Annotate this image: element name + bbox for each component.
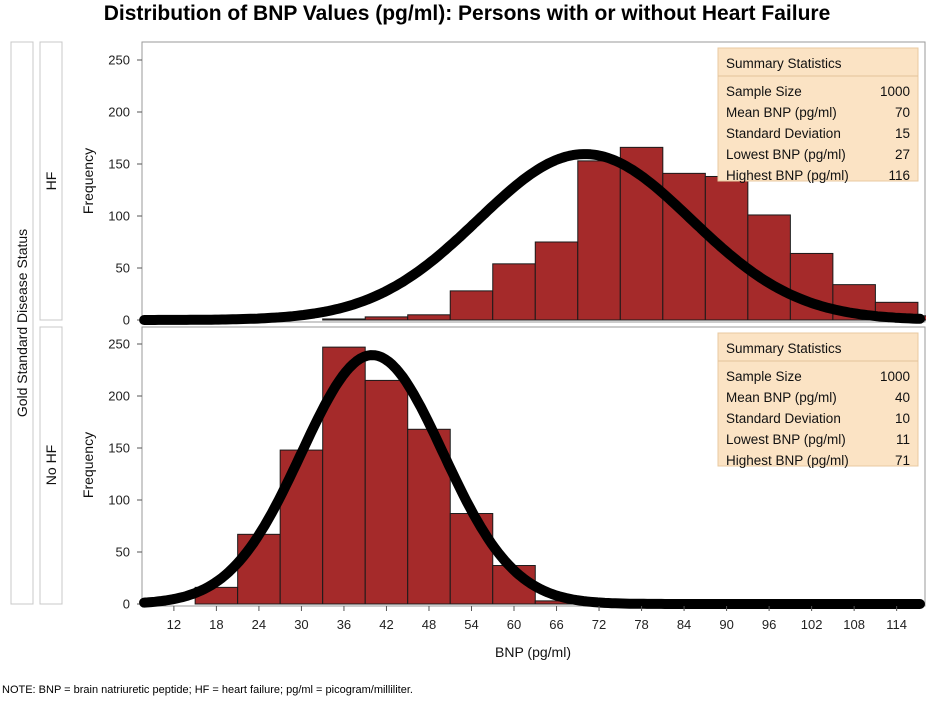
x-tick-label: 102: [801, 617, 823, 632]
histogram-bar: [322, 346, 366, 605]
x-tick-label: 24: [252, 617, 266, 632]
summary-stat-label: Lowest BNP (pg/ml): [726, 147, 846, 162]
summary-stat-value: 1000: [880, 369, 910, 384]
row-header-hf-box: [39, 41, 63, 321]
x-tick-label: 36: [337, 617, 351, 632]
x-tick-label: 90: [719, 617, 733, 632]
histogram-bar: [747, 214, 791, 321]
x-tick-label: 48: [422, 617, 436, 632]
normal-density-curve: [139, 149, 925, 325]
summary-stat-label: Mean BNP (pg/ml): [726, 390, 837, 405]
histogram-bar: [449, 290, 494, 321]
summary-stat-value: 71: [895, 453, 910, 468]
row-header-nohf-box: [39, 326, 63, 605]
x-axis-label: BNP (pg/ml): [495, 644, 571, 660]
row-header-nohf-label: No HF: [43, 445, 59, 485]
summary-stat-label: Highest BNP (pg/ml): [726, 453, 849, 468]
summary-stat-label: Mean BNP (pg/ml): [726, 105, 837, 120]
y-axis-label-nohf: Frequency: [80, 432, 96, 498]
summary-stat-label: Standard Deviation: [726, 411, 841, 426]
summary-stat-label: Standard Deviation: [726, 126, 841, 141]
x-tick-label: 30: [294, 617, 308, 632]
y-tick-label: 0: [123, 597, 130, 612]
summary-stat-label: Sample Size: [726, 369, 802, 384]
x-tick-label: 78: [634, 617, 648, 632]
summary-stats-box: [717, 332, 919, 467]
summary-stat-label: Sample Size: [726, 84, 802, 99]
summary-stat-value: 10: [895, 411, 910, 426]
y-tick-label: 0: [123, 313, 130, 328]
y-tick-label: 100: [108, 209, 130, 224]
summary-stat-label: Lowest BNP (pg/ml): [726, 432, 846, 447]
x-tick-label: 114: [886, 617, 907, 632]
x-tick-label: 72: [592, 617, 606, 632]
x-tick-label: 84: [677, 617, 691, 632]
y-tick-label: 50: [116, 545, 130, 560]
panel-hf: 0 50 100 150 200 250 Summary Statistics Sample …: [108, 41, 926, 328]
normal-density-curve: [139, 350, 925, 609]
histogram-bar: [237, 533, 281, 605]
bnp-histogram-chart: Distribution of BNP Values (pg/ml): Pers…: [10, 2, 926, 660]
row-group-label: Gold Standard Disease Status: [14, 229, 30, 417]
chart-title: Distribution of BNP Values (pg/ml): Pers…: [104, 2, 831, 25]
summary-stat-label: Highest BNP (pg/ml): [726, 168, 849, 183]
summary-stat-value: 11: [896, 432, 910, 447]
y-tick-label: 250: [108, 337, 130, 352]
y-tick-label: 200: [108, 389, 130, 404]
y-axis-label-hf: Frequency: [80, 148, 96, 214]
histogram-bar: [577, 160, 621, 321]
x-tick-label: 96: [762, 617, 776, 632]
y-tick-label: 150: [108, 157, 130, 172]
summary-stats-title: Summary Statistics: [726, 341, 842, 356]
row-group-header-box: [10, 41, 34, 605]
histogram-bar: [492, 263, 536, 321]
x-tick-label: 66: [549, 617, 563, 632]
x-tick-label: 42: [379, 617, 393, 632]
y-tick-label: 100: [108, 493, 130, 508]
y-tick-label: 150: [108, 441, 130, 456]
histogram-bar: [364, 316, 409, 321]
summary-stat-value: 1000: [880, 84, 910, 99]
y-tick-label: 200: [108, 105, 130, 120]
footnote: NOTE: BNP = brain natriuretic peptide; H…: [2, 684, 413, 696]
summary-stat-value: 15: [895, 126, 910, 141]
x-tick-label: 18: [209, 617, 223, 632]
summary-stats-box: [717, 47, 919, 182]
x-tick-label: 60: [507, 617, 521, 632]
row-header-hf-label: HF: [43, 172, 59, 191]
y-tick-label: 50: [116, 261, 130, 276]
histogram-bar: [364, 379, 409, 605]
summary-stat-value: 116: [888, 168, 910, 183]
x-tick-label: 54: [464, 617, 478, 632]
histogram-bar: [407, 314, 451, 321]
histogram-bar: [534, 241, 579, 321]
summary-stats-title: Summary Statistics: [726, 56, 842, 71]
x-tick-label: 12: [167, 617, 181, 632]
summary-stat-value: 40: [895, 390, 910, 405]
y-tick-label: 250: [108, 53, 130, 68]
summary-stat-value: 27: [895, 147, 910, 162]
summary-stat-value: 70: [895, 105, 910, 120]
panel-no-hf: 0 50 100 150 200 250 Summary Statistics Sample …: [108, 326, 926, 612]
histogram-bar: [322, 318, 366, 321]
x-tick-label: 108: [843, 617, 865, 632]
